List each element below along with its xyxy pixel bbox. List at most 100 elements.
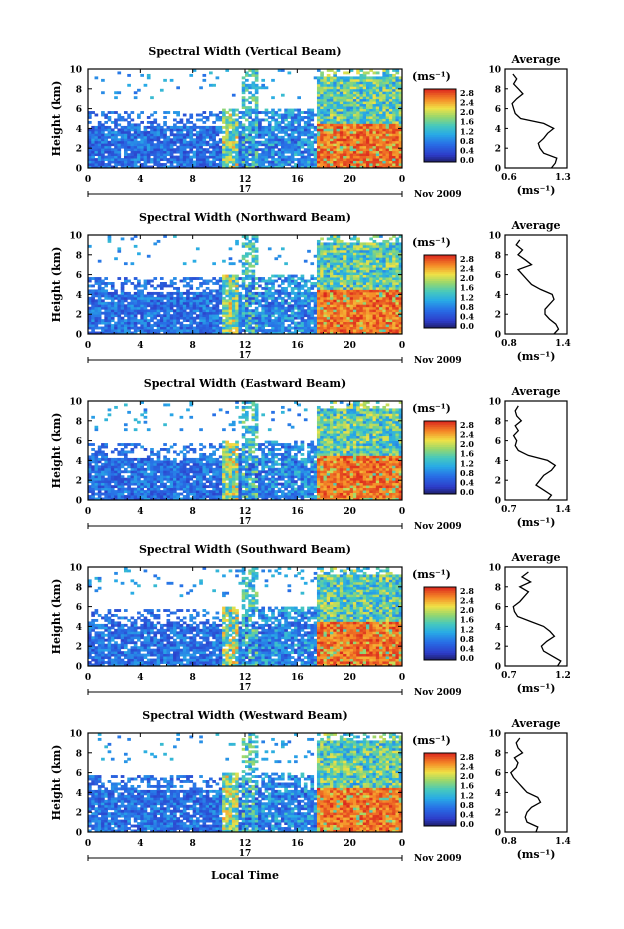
heatmap-cell bbox=[290, 165, 295, 169]
heatmap-cell bbox=[195, 314, 200, 318]
heatmap-cell bbox=[300, 145, 305, 149]
heatmap-cell bbox=[280, 299, 285, 303]
heatmap-cell bbox=[330, 135, 334, 139]
heatmap-cell bbox=[320, 299, 324, 303]
heatmap-cell bbox=[156, 321, 161, 325]
heatmap-cell bbox=[326, 145, 331, 149]
heatmap-cell bbox=[352, 123, 357, 127]
heatmap-cell bbox=[375, 247, 380, 251]
heatmap-cell bbox=[307, 145, 311, 149]
heatmap-cell bbox=[320, 153, 324, 157]
heatmap-cell bbox=[225, 155, 230, 159]
heatmap-cell bbox=[395, 262, 400, 266]
heatmap-cell bbox=[248, 69, 252, 72]
heatmap-cell bbox=[245, 86, 249, 90]
heatmap-cell bbox=[375, 83, 380, 87]
panel-1: Spectral Width (Vertical Beam)0246810Hei… bbox=[50, 45, 571, 200]
heatmap-cell bbox=[310, 160, 315, 164]
heatmap-cell bbox=[359, 101, 364, 105]
heatmap-cell bbox=[88, 111, 92, 114]
heatmap-cell bbox=[323, 301, 328, 305]
heatmap-cell bbox=[215, 301, 220, 305]
heatmap-cell bbox=[336, 163, 341, 166]
heatmap-cell bbox=[313, 291, 318, 295]
heatmap-cell bbox=[352, 304, 357, 308]
heatmap-cell bbox=[336, 254, 341, 258]
heatmap-cell bbox=[137, 306, 141, 310]
heatmap-cell bbox=[349, 91, 354, 95]
heatmap-cell bbox=[267, 128, 272, 132]
heatmap-cell bbox=[225, 128, 230, 132]
heatmap-cell bbox=[209, 145, 213, 149]
heatmap-cell bbox=[222, 135, 226, 139]
heatmap-cell bbox=[241, 148, 246, 152]
heatmap-cell bbox=[359, 249, 364, 253]
heatmap-cell bbox=[153, 286, 158, 290]
heatmap-cell bbox=[176, 138, 180, 142]
heatmap-cell bbox=[231, 125, 236, 129]
heatmap-cell bbox=[362, 83, 367, 87]
heatmap-cell bbox=[241, 140, 246, 144]
heatmap-cell bbox=[156, 125, 161, 129]
heatmap-cell bbox=[127, 294, 131, 298]
heatmap-cell bbox=[189, 321, 194, 325]
heatmap-cell bbox=[94, 140, 99, 144]
heatmap-cell bbox=[379, 329, 383, 332]
heatmap-cell bbox=[333, 73, 337, 77]
heatmap-cell bbox=[336, 272, 341, 276]
heatmap-cell bbox=[316, 128, 321, 132]
heatmap-cell bbox=[346, 96, 351, 100]
heatmap-cell bbox=[382, 259, 387, 263]
heatmap-cell bbox=[133, 299, 138, 303]
heatmap-cell bbox=[94, 277, 99, 280]
heatmap-cell bbox=[94, 130, 99, 134]
heatmap-cell bbox=[192, 163, 197, 166]
heatmap-cell bbox=[114, 324, 118, 327]
heatmap-cell bbox=[267, 277, 272, 280]
heatmap-cell bbox=[225, 284, 230, 288]
heatmap-cell bbox=[326, 150, 331, 154]
heatmap-cell bbox=[195, 135, 200, 139]
heatmap-cell bbox=[323, 155, 328, 159]
heatmap-cell bbox=[343, 96, 347, 100]
heatmap-cell bbox=[326, 324, 331, 327]
heatmap-cell bbox=[339, 311, 344, 315]
heatmap-cell bbox=[182, 314, 187, 318]
heatmap-cell bbox=[123, 319, 128, 323]
heatmap-cell bbox=[287, 113, 292, 117]
heatmap-cell bbox=[372, 282, 377, 285]
heatmap-cell bbox=[343, 91, 347, 95]
heatmap-cell bbox=[88, 130, 92, 134]
heatmap-cell bbox=[300, 118, 305, 122]
heatmap-cell bbox=[392, 118, 396, 122]
heatmap-cell bbox=[307, 153, 311, 157]
heatmap-cell bbox=[120, 286, 125, 290]
colorbar-swatch bbox=[424, 141, 456, 145]
heatmap-cell bbox=[127, 128, 131, 132]
heatmap-cell bbox=[235, 277, 239, 280]
heatmap-cell bbox=[199, 299, 203, 303]
heatmap-cell bbox=[307, 316, 311, 320]
heatmap-cell bbox=[159, 135, 164, 139]
heatmap-cell bbox=[385, 249, 390, 253]
heatmap-cell bbox=[225, 314, 230, 318]
heatmap-cell bbox=[388, 140, 393, 144]
heatmap-cell bbox=[294, 153, 298, 157]
heatmap-cell bbox=[326, 331, 331, 335]
heatmap-cell bbox=[362, 158, 367, 161]
heatmap-cell bbox=[101, 319, 105, 323]
heatmap-cell bbox=[356, 118, 360, 122]
heatmap-cell bbox=[372, 158, 377, 161]
heatmap-cell bbox=[336, 319, 341, 323]
heatmap-cell bbox=[385, 282, 390, 285]
heatmap-cell bbox=[264, 321, 269, 325]
heatmap-cell bbox=[143, 314, 148, 318]
heatmap-cell bbox=[395, 93, 400, 97]
heatmap-cell bbox=[339, 324, 344, 327]
heatmap-cell bbox=[202, 311, 207, 315]
heatmap-cell bbox=[349, 326, 354, 330]
heatmap-cell bbox=[382, 319, 387, 323]
heatmap-cell bbox=[137, 153, 141, 157]
heatmap-cell bbox=[146, 160, 151, 164]
heatmap-cell bbox=[330, 165, 334, 169]
